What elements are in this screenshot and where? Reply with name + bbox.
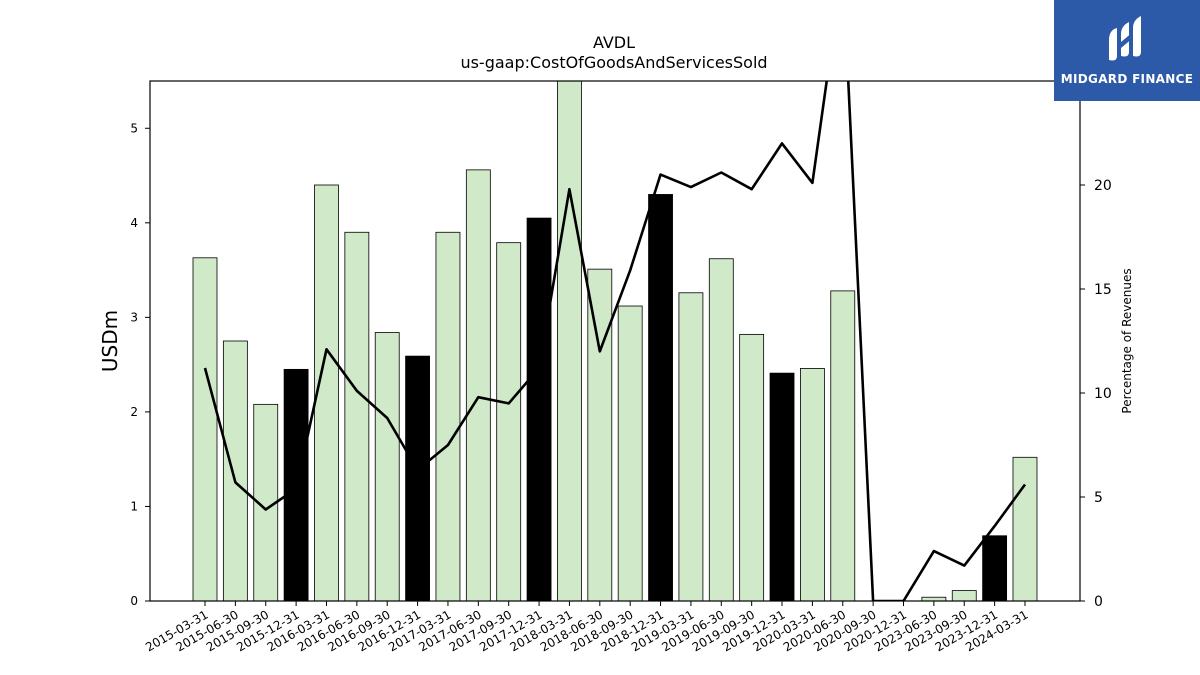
y-right-tick-label: 0 bbox=[1094, 594, 1103, 610]
y-axis-right-label: Percentage of Revenues bbox=[1120, 268, 1134, 413]
bar-2018-03-31 bbox=[557, 81, 582, 601]
bar-2017-03-31 bbox=[435, 231, 461, 601]
bar-2018-12-31 bbox=[648, 194, 673, 601]
bar-2019-03-31 bbox=[678, 292, 704, 601]
chart-marks bbox=[192, 81, 1038, 601]
plot-frame bbox=[149, 80, 1081, 602]
bar-2016-09-30 bbox=[374, 332, 400, 601]
line-percentage-of-revenues bbox=[203, 81, 1027, 601]
chart-title: AVDL bbox=[593, 33, 635, 52]
bar-2019-09-30 bbox=[739, 333, 765, 601]
y-axis-label: USDm bbox=[98, 310, 122, 372]
bar-2016-03-31 bbox=[314, 184, 339, 601]
y-right-tick-label: 20 bbox=[1094, 178, 1112, 194]
logo-text: MIDGARD FINANCE bbox=[1060, 71, 1194, 86]
bar-2019-06-30 bbox=[708, 258, 734, 601]
bar-2017-06-30 bbox=[465, 169, 491, 601]
bar-2015-06-30 bbox=[222, 340, 248, 601]
bar-2016-12-31 bbox=[405, 355, 430, 601]
y-tick-label: 2 bbox=[130, 405, 138, 419]
y-right-tick-label: 5 bbox=[1094, 490, 1103, 506]
y-right-tick-label: 15 bbox=[1094, 282, 1112, 298]
bar-2020-03-31 bbox=[800, 368, 825, 601]
bar-2024-03-31 bbox=[1012, 456, 1038, 601]
bar-2018-09-30 bbox=[617, 305, 643, 601]
y-tick-label: 0 bbox=[130, 594, 138, 608]
bar-2020-06-30 bbox=[830, 290, 856, 601]
bar-2016-06-30 bbox=[344, 231, 370, 601]
bar-2017-09-30 bbox=[496, 242, 522, 601]
midgard-finance-logo: MIDGARD FINANCE bbox=[1054, 0, 1200, 101]
bar-2015-03-31 bbox=[192, 257, 218, 601]
bar-2023-12-31 bbox=[982, 535, 1008, 601]
bar-2019-12-31 bbox=[769, 372, 795, 601]
y-right-tick-label: 10 bbox=[1094, 386, 1112, 402]
bar-2018-06-30 bbox=[587, 268, 613, 601]
y-tick-label: 3 bbox=[130, 310, 138, 324]
chart-subtitle: us-gaap:CostOfGoodsAndServicesSold bbox=[460, 53, 767, 72]
bar-2023-09-30 bbox=[951, 590, 977, 601]
bar-2017-12-31 bbox=[526, 217, 552, 601]
y-tick-label: 1 bbox=[130, 499, 138, 513]
y-tick-label: 5 bbox=[130, 121, 138, 135]
midgard-logo-icon bbox=[1109, 15, 1141, 60]
bar-2023-06-30 bbox=[921, 596, 947, 601]
y-tick-label: 4 bbox=[130, 216, 138, 230]
